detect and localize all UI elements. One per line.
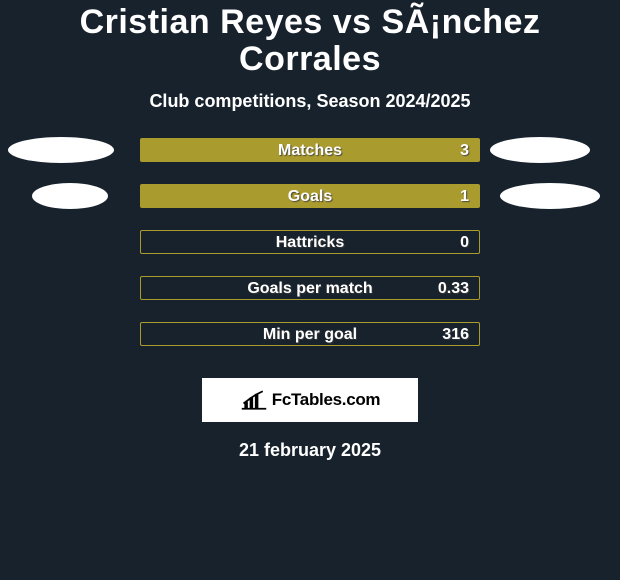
stat-value: 0: [460, 231, 469, 255]
stat-value: 316: [442, 323, 469, 347]
stat-bar-fill: [141, 139, 479, 161]
stat-value: 0.33: [438, 277, 469, 301]
stat-bar: Hattricks0: [140, 230, 480, 254]
stat-row: Hattricks0: [0, 230, 620, 276]
provider-logo: FcTables.com: [202, 378, 418, 422]
stat-row: Matches3: [0, 138, 620, 184]
stat-label: Goals per match: [141, 277, 479, 301]
right-value-pill: [490, 137, 590, 163]
provider-name: FcTables.com: [272, 390, 381, 410]
stat-row: Goals per match0.33: [0, 276, 620, 322]
stat-bar: Goals1: [140, 184, 480, 208]
right-value-pill: [500, 183, 600, 209]
stat-bar: Goals per match0.33: [140, 276, 480, 300]
stat-row: Goals1: [0, 184, 620, 230]
stat-bar: Matches3: [140, 138, 480, 162]
comparison-card: Cristian Reyes vs SÃ¡nchez Corrales Club…: [0, 0, 620, 580]
stat-label: Hattricks: [141, 231, 479, 255]
bar-chart-icon: [240, 389, 268, 411]
stat-bar: Min per goal316: [140, 322, 480, 346]
stat-label: Min per goal: [141, 323, 479, 347]
stats-rows: Matches3Goals1Hattricks0Goals per match0…: [0, 138, 620, 368]
left-value-pill: [32, 183, 108, 209]
left-value-pill: [8, 137, 114, 163]
page-title: Cristian Reyes vs SÃ¡nchez Corrales: [0, 2, 620, 81]
date-label: 21 february 2025: [0, 440, 620, 461]
stat-row: Min per goal316: [0, 322, 620, 368]
subtitle: Club competitions, Season 2024/2025: [0, 91, 620, 112]
stat-bar-fill: [141, 185, 479, 207]
